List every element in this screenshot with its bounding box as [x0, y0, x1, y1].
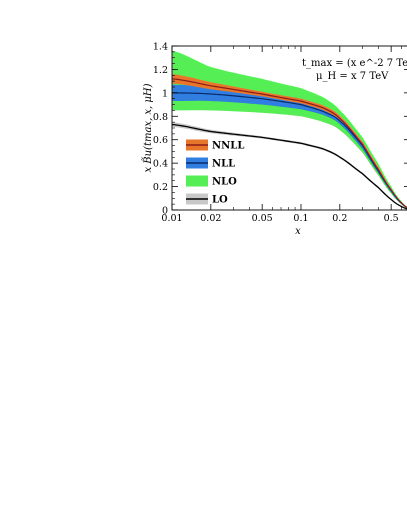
central-lines	[171, 78, 407, 210]
legend-label-nll: NLL	[212, 159, 235, 170]
y-axis-title: x B̃u(tmax, x, μH)	[142, 83, 154, 172]
x-axis-title: x	[295, 226, 301, 237]
line-nll	[171, 92, 407, 209]
y-tick-label: 1.4	[153, 42, 168, 53]
legend: NNLL NLL NLO LO	[186, 139, 244, 206]
legend-label-nlo: NLO	[212, 177, 237, 188]
line-nnll	[171, 78, 407, 209]
line-lo	[171, 123, 407, 210]
y-tick-label: 0	[162, 206, 168, 217]
annotation-muh: μ_H = x 7 TeV	[316, 71, 389, 82]
legend-label-lo: LO	[212, 195, 228, 206]
x-tick-label: 0.2	[332, 213, 347, 224]
x-tick-label: 0.02	[200, 213, 221, 224]
annotation-tmax: t_max = (x e^-2 7 TeV)	[302, 58, 407, 69]
y-tick-label: 0.8	[153, 112, 168, 123]
y-tick-label: 0.4	[153, 159, 168, 170]
x-tick-label: 0.05	[252, 213, 273, 224]
band-nll	[172, 84, 407, 208]
y-tick-label: 1.2	[153, 65, 168, 76]
x-tick-label: 0.01	[161, 213, 182, 224]
y-tick-label: 1	[162, 88, 168, 99]
y-axis-ticks: 0 0.2 0.4 0.6 0.8 1 1.2 1.4	[153, 42, 407, 217]
x-axis-ticks: 0.01 0.02 0.05 0.1 0.2 0.5	[161, 46, 402, 224]
x-tick-label: 0.1	[293, 213, 308, 224]
legend-label-nnll: NNLL	[212, 141, 244, 152]
y-tick-label: 0.6	[153, 135, 168, 146]
y-tick-label: 0.2	[153, 182, 168, 193]
x-tick-label: 0.5	[384, 213, 399, 224]
